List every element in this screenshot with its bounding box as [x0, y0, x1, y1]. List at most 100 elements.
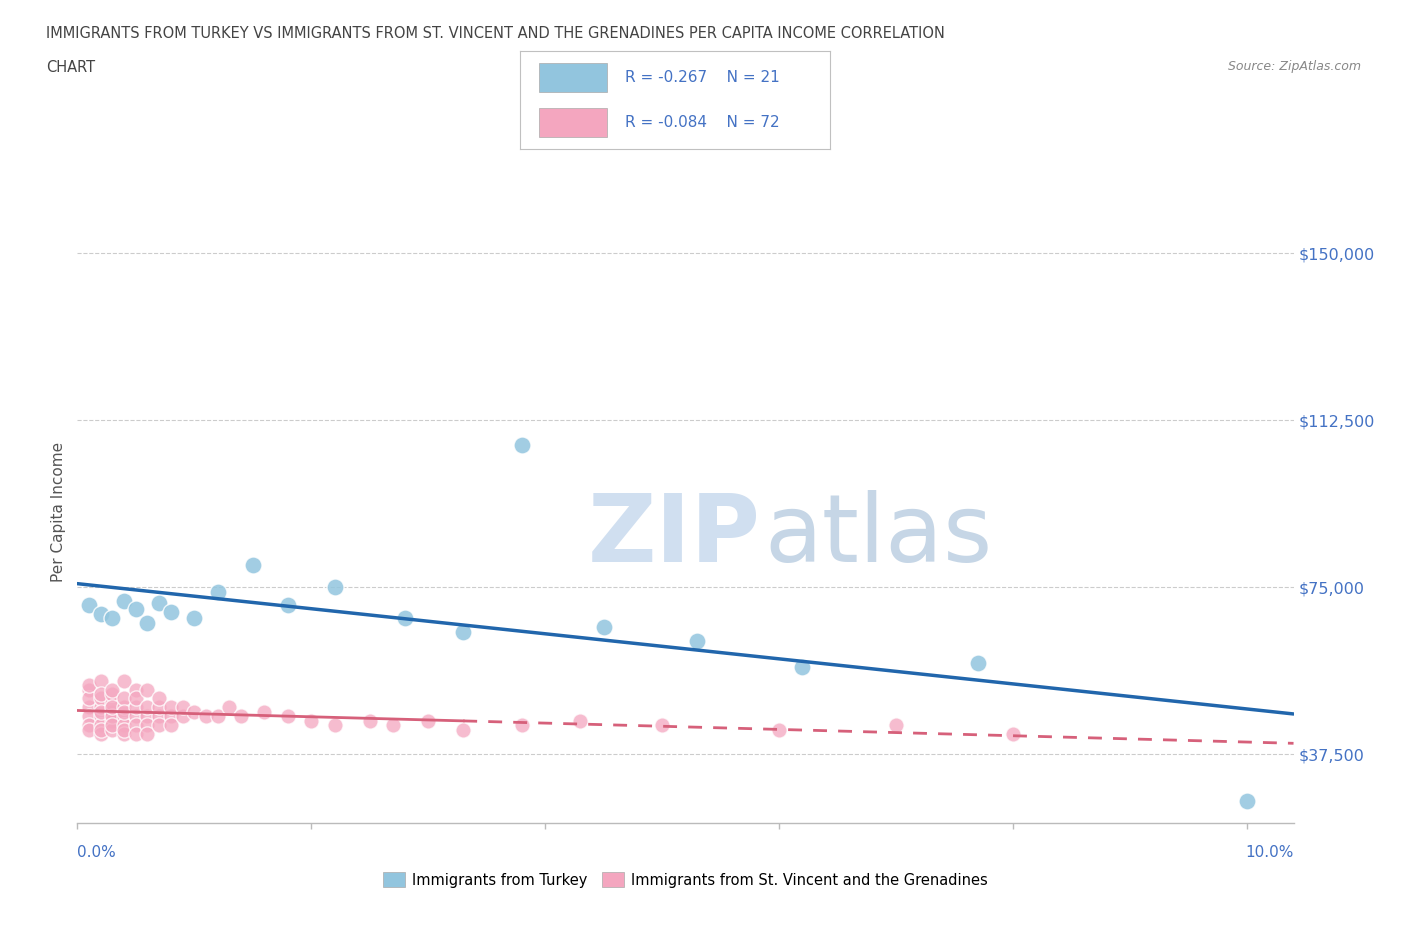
Y-axis label: Per Capita Income: Per Capita Income — [51, 442, 66, 581]
Bar — [538, 108, 607, 137]
Point — [112, 593, 135, 608]
Point — [101, 682, 124, 697]
Point — [183, 704, 205, 719]
Point — [112, 673, 135, 688]
Point — [148, 718, 170, 733]
Point — [90, 709, 112, 724]
Point — [77, 598, 100, 613]
Point — [101, 696, 124, 711]
Point — [90, 718, 112, 733]
Point — [451, 722, 474, 737]
Point — [229, 709, 252, 724]
Point — [277, 709, 299, 724]
Point — [323, 579, 346, 594]
Point — [77, 700, 100, 715]
Point — [418, 713, 440, 728]
Point — [112, 718, 135, 733]
Point — [90, 673, 112, 688]
Point — [136, 616, 159, 631]
Point — [359, 713, 381, 728]
Point — [101, 713, 124, 728]
Point — [125, 718, 148, 733]
Bar — [538, 63, 607, 92]
Point — [101, 722, 124, 737]
Point — [218, 700, 240, 715]
Point — [101, 709, 124, 724]
Point — [160, 718, 183, 733]
Point — [125, 726, 148, 741]
Point — [112, 709, 135, 724]
Point — [90, 722, 112, 737]
Point — [125, 602, 148, 617]
Point — [686, 633, 709, 648]
Point — [112, 704, 135, 719]
Point — [125, 691, 148, 706]
Point — [382, 718, 405, 733]
Point — [77, 682, 100, 697]
Point — [510, 437, 533, 452]
Point — [510, 718, 533, 733]
Point — [299, 713, 322, 728]
Point — [207, 709, 229, 724]
Point — [160, 709, 183, 724]
Point — [125, 709, 148, 724]
Point — [90, 686, 112, 701]
Point — [242, 557, 264, 572]
Text: R = -0.084    N = 72: R = -0.084 N = 72 — [626, 115, 780, 130]
Point — [125, 700, 148, 715]
Point — [394, 611, 416, 626]
Point — [148, 700, 170, 715]
Point — [136, 682, 159, 697]
Point — [160, 700, 183, 715]
Point — [90, 700, 112, 715]
Point — [172, 709, 194, 724]
Point — [966, 656, 988, 671]
Point — [77, 709, 100, 724]
Point — [768, 722, 790, 737]
Text: 10.0%: 10.0% — [1246, 845, 1294, 860]
Point — [160, 604, 183, 619]
Point — [194, 709, 217, 724]
Point — [451, 624, 474, 639]
Point — [136, 718, 159, 733]
Text: CHART: CHART — [46, 60, 96, 75]
Text: IMMIGRANTS FROM TURKEY VS IMMIGRANTS FROM ST. VINCENT AND THE GRENADINES PER CAP: IMMIGRANTS FROM TURKEY VS IMMIGRANTS FRO… — [46, 26, 945, 41]
Point — [101, 686, 124, 701]
Point — [1001, 726, 1024, 741]
Point — [101, 718, 124, 733]
Point — [125, 682, 148, 697]
Point — [77, 691, 100, 706]
Point — [112, 722, 135, 737]
Point — [277, 598, 299, 613]
Point — [77, 718, 100, 733]
Point — [172, 700, 194, 715]
Point — [148, 595, 170, 610]
Point — [90, 704, 112, 719]
Point — [112, 726, 135, 741]
Point — [569, 713, 592, 728]
Point — [112, 691, 135, 706]
Legend: Immigrants from Turkey, Immigrants from St. Vincent and the Grenadines: Immigrants from Turkey, Immigrants from … — [377, 867, 994, 894]
Text: ZIP: ZIP — [588, 490, 761, 582]
Point — [136, 709, 159, 724]
Point — [884, 718, 907, 733]
Point — [651, 718, 673, 733]
Point — [77, 722, 100, 737]
Point — [101, 611, 124, 626]
Point — [592, 619, 614, 634]
Point — [207, 584, 229, 599]
Point — [148, 691, 170, 706]
Point — [323, 718, 346, 733]
Text: Source: ZipAtlas.com: Source: ZipAtlas.com — [1227, 60, 1361, 73]
Text: R = -0.267    N = 21: R = -0.267 N = 21 — [626, 70, 780, 85]
Point — [101, 704, 124, 719]
Text: atlas: atlas — [765, 490, 993, 582]
Point — [90, 606, 112, 621]
Point — [183, 611, 205, 626]
Point — [90, 691, 112, 706]
Text: 0.0%: 0.0% — [77, 845, 117, 860]
Point — [136, 726, 159, 741]
Point — [253, 704, 276, 719]
Point — [90, 726, 112, 741]
Point — [136, 700, 159, 715]
